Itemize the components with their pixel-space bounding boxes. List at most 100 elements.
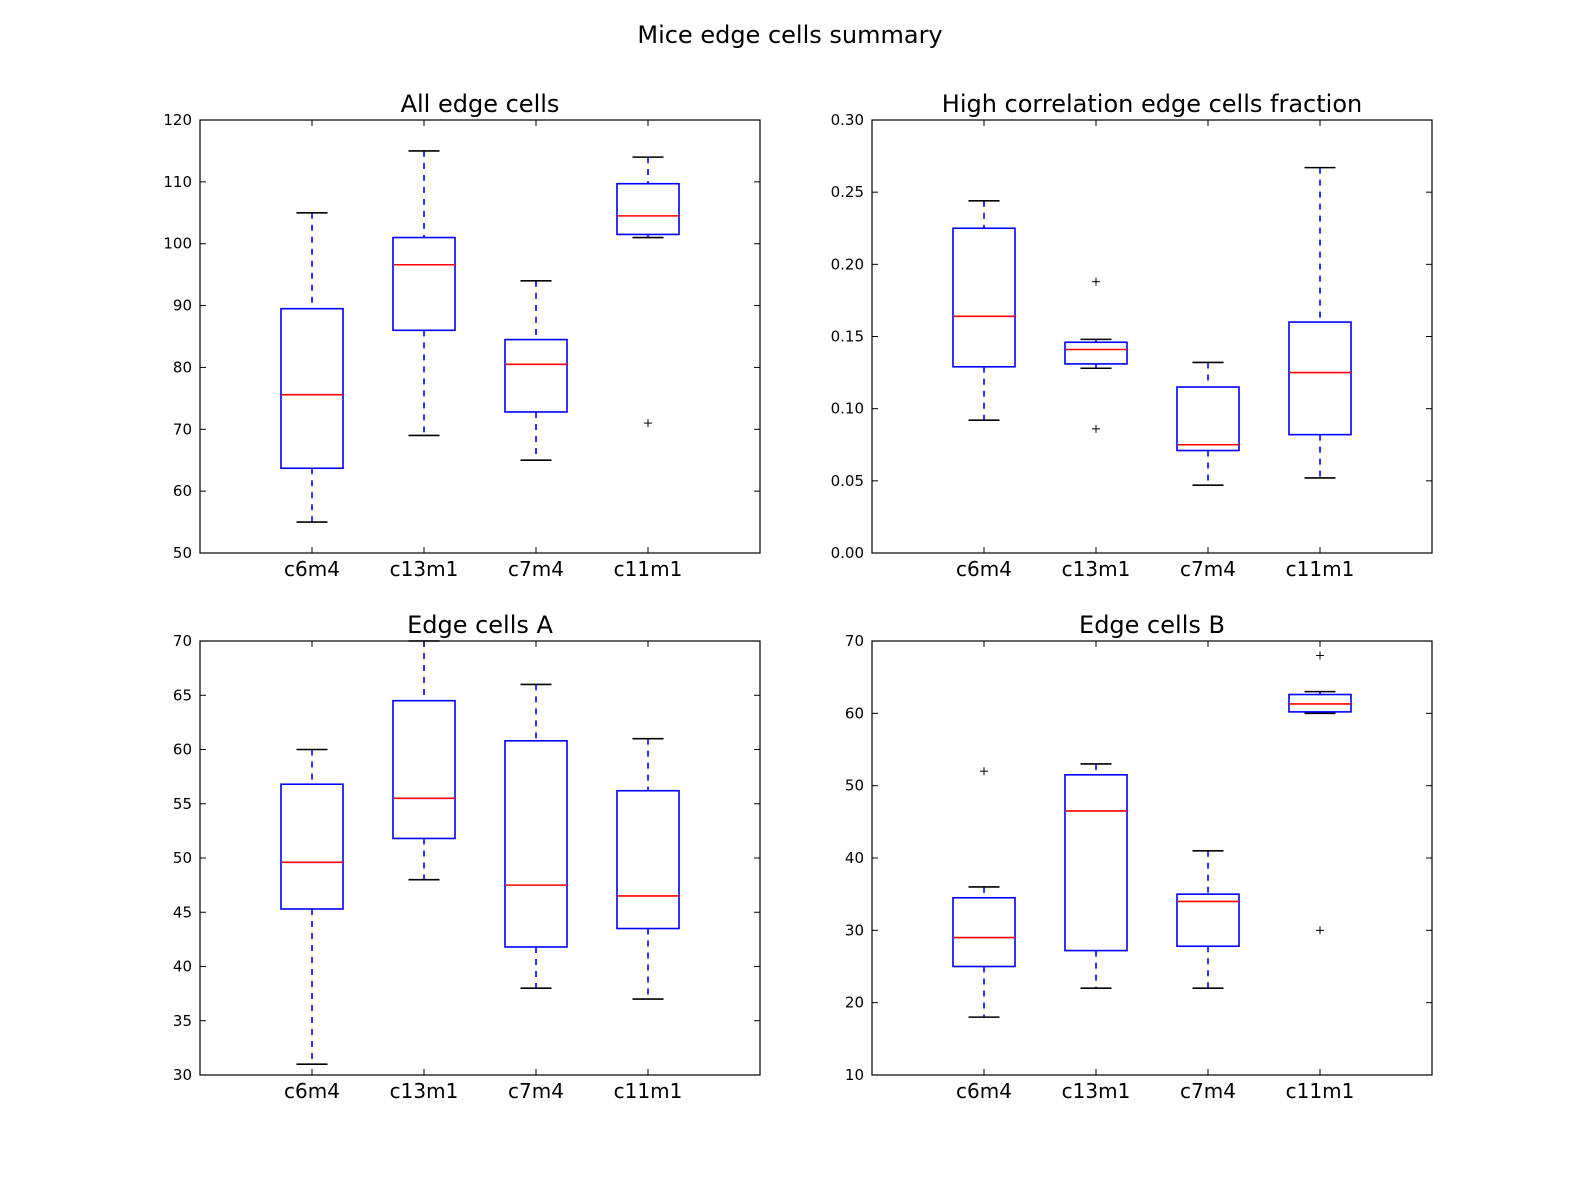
xtick-label: c6m4 [956, 1079, 1012, 1103]
box-rect [392, 236, 456, 332]
box-c11m1 [616, 737, 680, 1000]
xtick-label: c11m1 [614, 557, 683, 581]
box-rect [1064, 774, 1128, 952]
xtick-label: c13m1 [1062, 557, 1131, 581]
subplot-3: Edge cells A 30 35 40 45 50 55 60 65 70 c6m4 c13m1 c… [173, 611, 761, 1103]
axes-frame [871, 640, 1433, 1076]
ytick-label: 60 [173, 741, 192, 759]
ytick-label: 80 [173, 358, 192, 376]
ytick-label: 0.05 [831, 472, 864, 490]
box-c13m1 [1064, 277, 1128, 433]
ytick-label: 60 [173, 482, 192, 500]
subplot-2: High correlation edge cells fraction 0.00… [831, 90, 1433, 581]
xtick-label: c7m4 [1180, 557, 1236, 581]
subplot-4: Edge cells B 10 20 30 40 50 60 70 c6m4 c13m1 c7m4 c… [845, 611, 1433, 1103]
xtick-label: c7m4 [508, 1079, 564, 1103]
box-rect [1176, 893, 1240, 948]
xtick-label: c13m1 [1062, 1079, 1131, 1103]
box-c13m1 [392, 640, 456, 881]
box-rect [504, 740, 568, 948]
box-rect [616, 789, 680, 930]
ytick-label: 0.20 [831, 255, 864, 273]
box-rect [952, 227, 1016, 368]
outlier-marker [1316, 926, 1324, 935]
ytick-label: 70 [173, 632, 192, 650]
ytick-label: 65 [173, 686, 192, 704]
outlier-marker [1092, 424, 1100, 433]
axes-frame [199, 640, 761, 1076]
ytick-label: 60 [845, 704, 864, 722]
subplot-1: All edge cells 50 60 70 80 90 100 110 120 c6m4 c13… [163, 90, 761, 581]
ytick-label: 20 [845, 994, 864, 1012]
outlier-marker [644, 419, 652, 428]
ytick-label: 0.15 [831, 328, 864, 346]
box-c7m4 [1176, 849, 1240, 990]
box-rect [1288, 321, 1352, 436]
box-rect [280, 783, 344, 910]
ytick-label: 70 [845, 632, 864, 650]
box-c11m1 [616, 156, 680, 428]
ytick-label: 50 [845, 777, 864, 795]
ytick-label: 70 [173, 420, 192, 438]
box-c7m4 [504, 683, 568, 990]
subplot-title: Edge cells A [407, 611, 553, 639]
ytick-label: 35 [173, 1012, 192, 1030]
figure-title: Mice edge cells summary [637, 21, 942, 49]
box-rect [392, 699, 456, 840]
box-rect [280, 307, 344, 470]
ytick-label: 0.25 [831, 183, 864, 201]
xtick-label: c11m1 [1286, 1079, 1355, 1103]
ytick-label: 30 [173, 1066, 192, 1084]
subplot-grid: All edge cells 50 60 70 80 90 100 110 120 c6m4 c13… [163, 90, 1433, 1103]
box-c6m4 [280, 211, 344, 523]
box-c6m4 [952, 200, 1016, 422]
axes-frame [199, 119, 761, 554]
ytick-label: 0.30 [831, 111, 864, 129]
box-rect [952, 896, 1016, 968]
box-rect [616, 182, 680, 236]
subplot-title: All edge cells [401, 90, 560, 118]
box-c7m4 [1176, 361, 1240, 486]
ytick-label: 55 [173, 795, 192, 813]
box-rect [1176, 386, 1240, 452]
ytick-label: 120 [163, 111, 192, 129]
outlier-marker [1092, 277, 1100, 286]
box-c11m1 [1288, 166, 1352, 479]
box-c13m1 [392, 150, 456, 437]
outlier-marker [980, 767, 988, 776]
outlier-marker [1316, 651, 1324, 660]
subplot-title: High correlation edge cells fraction [942, 90, 1362, 118]
subplot-title: Edge cells B [1079, 611, 1225, 639]
xtick-label: c6m4 [284, 557, 340, 581]
xtick-label: c6m4 [956, 557, 1012, 581]
box-c11m1 [1288, 651, 1352, 935]
ytick-label: 10 [845, 1066, 864, 1084]
ytick-label: 0.10 [831, 400, 864, 418]
box-c7m4 [504, 280, 568, 462]
box-c13m1 [1064, 763, 1128, 990]
ytick-label: 30 [845, 921, 864, 939]
ytick-label: 45 [173, 903, 192, 921]
ytick-label: 110 [163, 173, 192, 191]
xtick-label: c7m4 [1180, 1079, 1236, 1103]
xtick-label: c13m1 [390, 1079, 459, 1103]
box-rect [1064, 341, 1128, 365]
ytick-label: 100 [163, 235, 192, 253]
xtick-label: c6m4 [284, 1079, 340, 1103]
ytick-label: 90 [173, 297, 192, 315]
ytick-label: 40 [173, 958, 192, 976]
box-rect [504, 338, 568, 413]
xtick-label: c11m1 [614, 1079, 683, 1103]
axes-frame [871, 119, 1433, 554]
ytick-label: 0.00 [831, 544, 864, 562]
ytick-label: 50 [173, 544, 192, 562]
box-c6m4 [952, 767, 1016, 1018]
box-c6m4 [280, 748, 344, 1065]
xtick-label: c13m1 [390, 557, 459, 581]
xtick-label: c7m4 [508, 557, 564, 581]
ytick-label: 40 [845, 849, 864, 867]
xtick-label: c11m1 [1286, 557, 1355, 581]
ytick-label: 50 [173, 849, 192, 867]
